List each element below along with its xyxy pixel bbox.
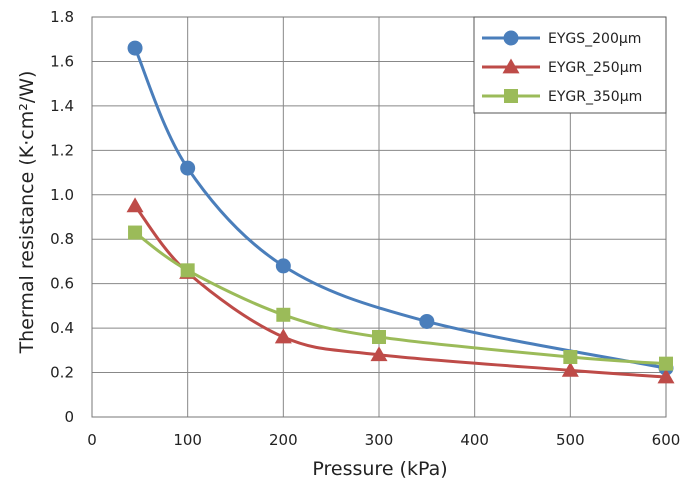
- legend: EYGS_200μm EYGR_250μm EYGR_350μm: [473, 16, 667, 114]
- legend-item: EYGS_200μm: [482, 30, 641, 47]
- y-tick-label: 1.2: [50, 141, 74, 159]
- data-point: [563, 350, 578, 364]
- legend-label: EYGS_200μm: [548, 31, 641, 47]
- y-axis-title: Thermal resistance (K·cm²/W): [16, 71, 38, 355]
- series-3: [128, 225, 673, 371]
- legend-label: EYGR_350μm: [548, 89, 642, 105]
- x-tick-label: 500: [556, 431, 585, 449]
- series-layer: [126, 40, 675, 384]
- series-line: [133, 47, 667, 370]
- data-point: [127, 40, 143, 56]
- data-point: [561, 361, 579, 377]
- data-point: [370, 346, 388, 362]
- data-point: [659, 356, 673, 371]
- x-tick-label: 600: [652, 431, 681, 449]
- y-tick-label: 0: [64, 408, 74, 426]
- legend-item: EYGR_350μm: [482, 89, 642, 105]
- data-point: [657, 368, 675, 384]
- y-tick-label: 1.0: [50, 186, 74, 204]
- plot-border: [91, 16, 667, 418]
- x-tick-label: 300: [365, 431, 394, 449]
- data-point: [372, 330, 386, 344]
- y-tick-label: 0.4: [50, 319, 74, 337]
- x-tick-label: 400: [460, 431, 489, 449]
- data-point: [180, 263, 195, 278]
- y-tick-label: 1.6: [50, 52, 74, 70]
- legend-item: EYGR_250μm: [482, 58, 642, 76]
- legend-marker: [502, 58, 520, 74]
- data-point: [274, 328, 292, 344]
- legend-marker: [504, 89, 518, 103]
- x-tick-label: 200: [269, 431, 298, 449]
- y-tick-label: 0.6: [50, 275, 74, 293]
- x-axis-title: Pressure (kPa): [312, 458, 447, 480]
- data-point: [126, 197, 144, 213]
- data-point: [275, 258, 291, 274]
- y-tick-label: 0.2: [50, 364, 74, 382]
- y-tick-label: 1.4: [50, 97, 74, 115]
- series-line: [133, 204, 667, 379]
- x-tick-label: 100: [173, 431, 202, 449]
- data-point: [419, 313, 435, 329]
- legend-marker: [503, 30, 519, 46]
- legend-label: EYGR_250μm: [548, 60, 642, 76]
- data-point: [180, 160, 196, 176]
- x-tick-label: 0: [87, 431, 97, 449]
- series-line: [134, 231, 667, 366]
- data-point: [276, 307, 291, 322]
- y-tick-label: 0.8: [50, 230, 74, 248]
- y-tick-label: 1.8: [50, 8, 74, 26]
- tick-labels: 0 100 200 300 400 500 600 0 0.2 0.4 0.6 0.8 1.0 1.2 1.…: [50, 8, 680, 449]
- data-point: [128, 225, 143, 240]
